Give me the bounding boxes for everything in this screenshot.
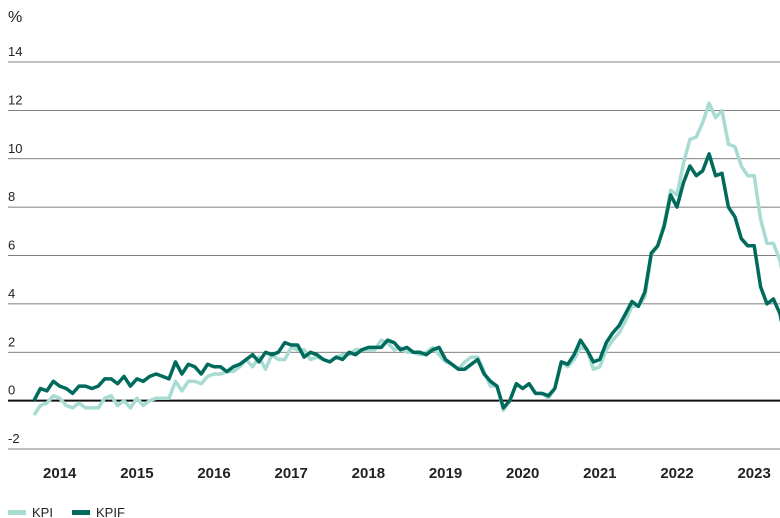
legend-label: KPI xyxy=(32,505,53,518)
x-tick-label: 2018 xyxy=(352,465,385,482)
y-tick-label: 0 xyxy=(8,383,15,398)
series-line xyxy=(32,152,780,410)
y-tick-label: 8 xyxy=(8,189,15,204)
legend-label: KPIF xyxy=(96,505,125,518)
y-tick-label: 10 xyxy=(8,141,22,156)
legend: KPI KPIF xyxy=(8,505,125,518)
legend-swatch xyxy=(8,510,26,515)
y-tick-label: -2 xyxy=(8,431,20,446)
x-tick-label: 2016 xyxy=(197,465,230,482)
y-tick-label: 2 xyxy=(8,334,15,349)
x-tick-label: 2019 xyxy=(429,465,462,482)
x-tick-label: 2023 xyxy=(737,465,770,482)
x-tick-label: 2021 xyxy=(583,465,616,482)
legend-swatch xyxy=(72,510,90,515)
x-tick-label: 2015 xyxy=(120,465,153,482)
y-unit: % xyxy=(8,9,22,26)
y-tick-label: 4 xyxy=(8,286,15,301)
y-tick-label: 12 xyxy=(8,92,22,107)
x-tick-label: 2017 xyxy=(275,465,308,482)
y-tick-label: 6 xyxy=(8,238,15,253)
x-tick-label: 2014 xyxy=(43,465,77,482)
y-tick-label: 14 xyxy=(8,44,22,59)
x-tick-label: 2022 xyxy=(660,465,693,482)
x-tick-label: 2020 xyxy=(506,465,539,482)
series-line xyxy=(32,101,780,417)
